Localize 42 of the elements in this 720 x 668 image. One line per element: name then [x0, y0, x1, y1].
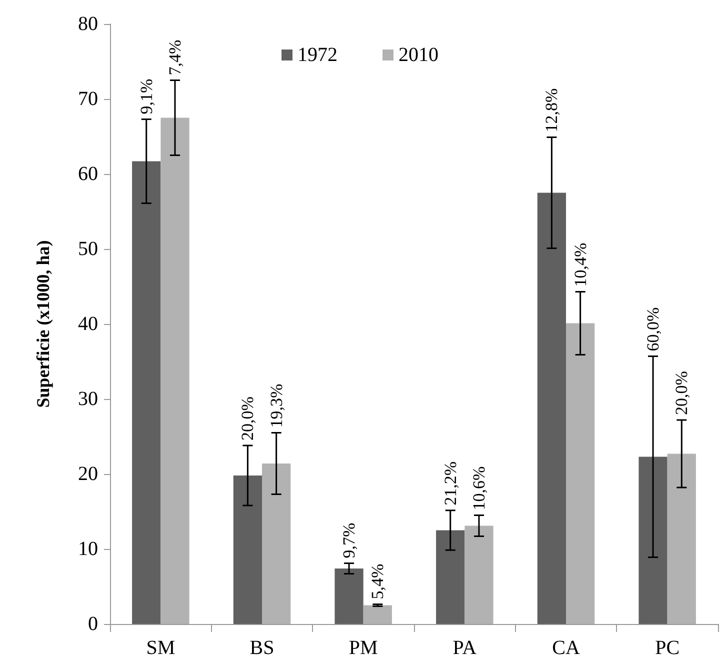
legend-label: 2010	[398, 44, 438, 66]
annotation: 9,1%	[136, 78, 156, 114]
y-tick-label: 60	[78, 163, 98, 185]
x-tick-label: CA	[552, 637, 580, 659]
annotation: 9,7%	[340, 522, 359, 558]
y-tick-label: 50	[78, 238, 98, 260]
y-tick-label: 20	[78, 463, 98, 485]
bar	[667, 454, 696, 624]
annotation: 60,0%	[644, 307, 663, 352]
annotation: 10,6%	[469, 466, 488, 510]
annotation: 20,0%	[238, 396, 258, 440]
x-tick-label: PC	[655, 637, 680, 659]
y-tick-label: 80	[78, 13, 98, 35]
x-tick-label: BS	[250, 637, 274, 659]
bar	[436, 530, 465, 624]
y-axis-title: Superficie (x1000, ha)	[33, 240, 53, 408]
y-tick-label: 40	[78, 313, 98, 335]
x-tick-label: SM	[146, 637, 176, 659]
annotation: 10,4%	[570, 242, 590, 287]
bar	[363, 605, 392, 624]
bar	[638, 456, 668, 624]
y-tick-label: 70	[78, 88, 98, 110]
bar	[537, 192, 566, 624]
legend-label: 1972	[298, 44, 338, 66]
y-tick-label: 30	[78, 388, 98, 410]
annotation: 5,4%	[368, 564, 388, 600]
x-tick-label: PM	[348, 637, 378, 659]
annotation: 21,2%	[440, 461, 460, 506]
annotation: 20,0%	[672, 371, 692, 415]
y-tick-label: 0	[88, 613, 98, 635]
x-tick-label: PA	[452, 637, 478, 659]
annotation: 19,3%	[266, 384, 286, 428]
y-tick-label: 10	[78, 538, 98, 560]
bar	[464, 526, 494, 624]
bar	[334, 568, 364, 624]
annotation: 12,8%	[542, 88, 562, 132]
bar	[132, 161, 161, 624]
annotation: 7,4%	[165, 40, 184, 76]
bar	[262, 464, 291, 624]
bar	[160, 118, 190, 624]
bar	[566, 323, 595, 624]
bar	[233, 476, 262, 624]
